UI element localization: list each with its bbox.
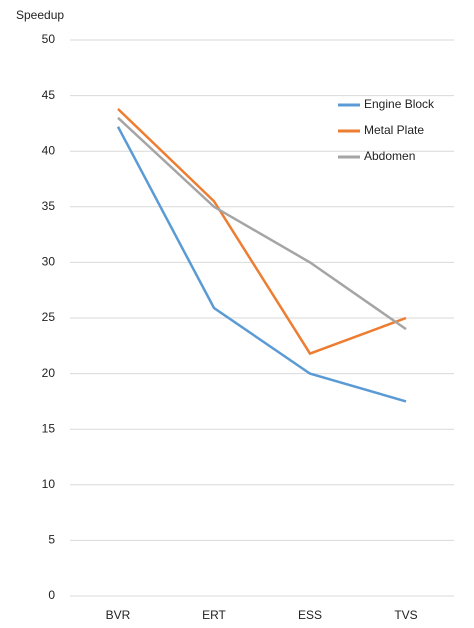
y-tick-label: 25: [42, 310, 56, 324]
legend-label: Metal Plate: [364, 123, 424, 137]
y-tick-label: 45: [42, 88, 56, 102]
y-tick-label: 0: [48, 588, 55, 602]
y-tick-label: 5: [48, 533, 55, 547]
line-series: [117, 108, 407, 356]
y-tick-label: 10: [42, 477, 56, 491]
x-tick-label: ESS: [298, 608, 322, 622]
x-tick-label: TVS: [394, 608, 417, 622]
y-axis-label: Speedup: [16, 8, 64, 22]
y-tick-label: 35: [42, 199, 56, 213]
y-tick-label: 15: [42, 421, 56, 435]
y-tick-label: 40: [42, 143, 56, 157]
y-tick-label: 30: [42, 255, 56, 269]
y-tick-label: 50: [42, 32, 56, 46]
x-tick-label: ERT: [202, 608, 226, 622]
legend-label: Abdomen: [364, 149, 415, 163]
x-tick-label: BVR: [106, 608, 131, 622]
line-series: [117, 116, 407, 331]
legend-label: Engine Block: [364, 97, 435, 111]
line-series: [116, 126, 407, 403]
y-tick-label: 20: [42, 366, 56, 380]
